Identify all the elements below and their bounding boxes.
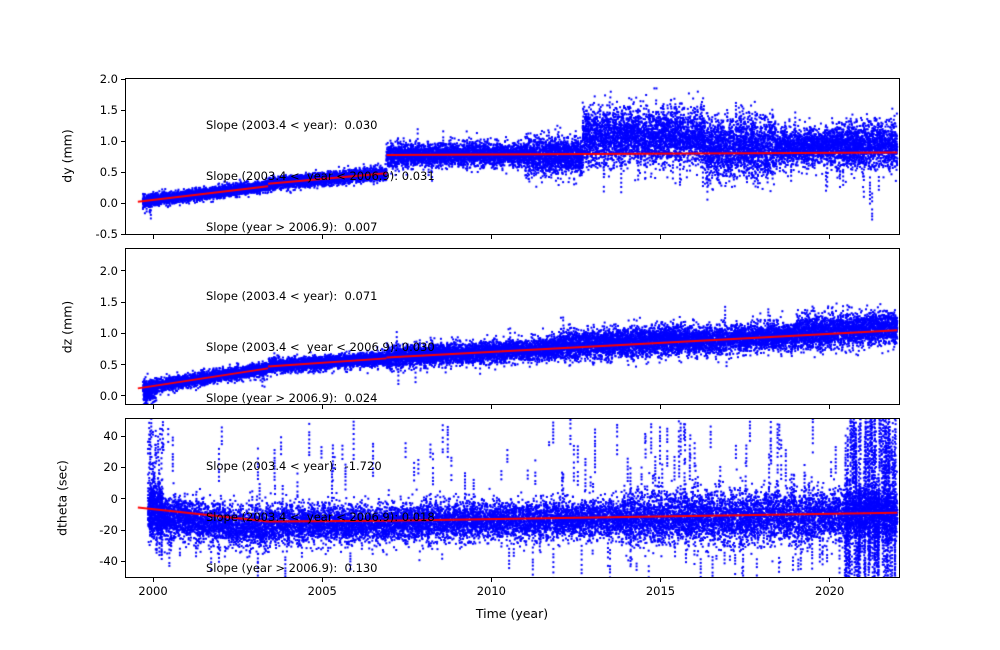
x-tick-mark — [829, 235, 831, 239]
y-tick-mark — [121, 435, 125, 437]
annotation-line: Slope (2003.4 < year < 2006.9): 0.031 — [206, 169, 435, 183]
x-tick-mark — [490, 235, 492, 239]
x-tick-mark — [490, 578, 492, 582]
subplot-dz: Slope (2003.4 < year): 0.071 Slope (2003… — [125, 248, 900, 405]
dtheta-plot-canvas — [126, 419, 899, 577]
annotation-line: Slope (2003.4 < year): -1.720 — [206, 459, 382, 473]
x-tick-mark — [152, 235, 154, 239]
y-tick-label: -40 — [99, 554, 118, 569]
x-tick-mark — [152, 578, 154, 582]
x-tick-label: 2020 — [815, 584, 845, 598]
x-tick-mark — [321, 578, 323, 582]
x-tick-label: 2010 — [476, 584, 506, 598]
y-tick-label: 1.5 — [99, 103, 118, 117]
y-tick-mark — [121, 233, 125, 235]
annotation-line: Slope (2003.4 < year): 0.071 — [206, 289, 378, 303]
y-tick-label: 0.0 — [99, 388, 118, 403]
y-tick-mark — [121, 202, 125, 204]
dtheta-axis-label: dtheta (sec) — [54, 460, 70, 536]
x-tick-label: 2005 — [307, 584, 337, 598]
subplot-dtheta: Slope (2003.4 < year): -1.720 Slope (200… — [125, 418, 900, 578]
y-tick-label: -0.5 — [95, 227, 118, 241]
x-tick-label: 2000 — [138, 584, 168, 598]
y-tick-mark — [121, 498, 125, 500]
annotation-line: Slope (2003.4 < year): 0.030 — [206, 118, 378, 132]
y-tick-label: 0.0 — [99, 196, 118, 210]
y-tick-mark — [121, 395, 125, 397]
y-tick-mark — [121, 78, 125, 80]
y-tick-mark — [121, 560, 125, 562]
x-axis-label: Time (year) — [475, 606, 549, 621]
y-tick-label: 1.5 — [99, 295, 118, 310]
y-tick-label: 2.0 — [99, 263, 118, 278]
y-tick-mark — [121, 140, 125, 142]
y-tick-mark — [121, 529, 125, 531]
annotation-line: Slope (year > 2006.9): 0.130 — [206, 561, 378, 575]
x-tick-mark — [660, 578, 661, 582]
y-tick-mark — [121, 171, 125, 173]
y-tick-mark — [121, 109, 125, 111]
y-tick-label: 1.0 — [99, 326, 118, 341]
dz-axis-label: dz (mm) — [59, 300, 75, 354]
dy-plot-canvas — [126, 79, 899, 234]
x-tick-label: 2015 — [645, 584, 676, 598]
y-tick-mark — [121, 270, 125, 272]
dy-axis-label: dy (mm) — [59, 129, 75, 183]
x-tick-mark — [829, 405, 831, 409]
x-tick-mark — [490, 405, 492, 409]
dz-slope-annotations: Slope (2003.4 < year): 0.071 Slope (2003… — [206, 254, 435, 441]
y-tick-label: 40 — [103, 429, 118, 444]
y-tick-label: -20 — [99, 523, 118, 538]
x-tick-mark — [660, 235, 661, 239]
y-tick-mark — [121, 301, 125, 303]
y-tick-label: 0 — [110, 491, 118, 506]
x-tick-mark — [321, 235, 323, 239]
y-tick-label: 2.0 — [99, 72, 118, 86]
x-tick-mark — [321, 405, 323, 409]
annotation-line: Slope (2003.4 < year < 2006.9): 0.030 — [206, 340, 435, 354]
x-tick-mark — [660, 405, 661, 409]
y-tick-label: 0.5 — [99, 357, 118, 372]
annotation-line: Slope (2003.4 < year < 2006.9): 0.018 — [206, 510, 435, 524]
y-tick-label: 0.5 — [99, 165, 118, 179]
dtheta-slope-annotations: Slope (2003.4 < year): -1.720 Slope (200… — [206, 424, 435, 611]
dy-slope-annotations: Slope (2003.4 < year): 0.030 Slope (2003… — [206, 83, 435, 270]
y-tick-label: 20 — [103, 460, 118, 475]
annotation-line: Slope (year > 2006.9): 0.007 — [206, 220, 378, 234]
annotation-line: Slope (year > 2006.9): 0.024 — [206, 391, 378, 405]
y-tick-mark — [121, 466, 125, 468]
x-tick-mark — [829, 578, 831, 582]
y-tick-label: 1.0 — [99, 134, 118, 148]
dz-plot-canvas — [126, 249, 899, 404]
y-tick-mark — [121, 364, 125, 366]
x-tick-mark — [152, 405, 154, 409]
y-tick-mark — [121, 332, 125, 334]
subplot-dy: Slope (2003.4 < year): 0.030 Slope (2003… — [125, 78, 900, 235]
